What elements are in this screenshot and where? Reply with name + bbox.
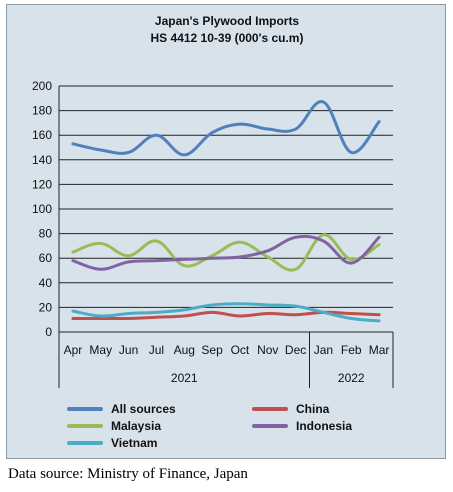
legend-label: Indonesia <box>296 419 353 433</box>
y-tick-label: 160 <box>32 128 52 142</box>
line-chart: 0 20 40 60 80 100 120 140 160 180 200 Apr May Jun Jul A… <box>32 79 394 388</box>
chart-frame: Japan's Plywood Imports HS 4412 10-39 (0… <box>6 4 446 459</box>
y-tick-label: 60 <box>39 251 53 265</box>
year-group-label: 2021 <box>171 371 198 385</box>
x-tick-label: Sep <box>201 343 223 357</box>
x-tick-label: May <box>89 343 112 357</box>
y-tick-label: 100 <box>32 202 52 216</box>
data-source-note: Data source: Ministry of Finance, Japan <box>8 466 248 482</box>
series-line-indonesia <box>71 234 381 271</box>
chart-title: Japan's Plywood Imports <box>154 14 300 28</box>
legend-item: Malaysia <box>67 419 161 433</box>
legend-swatch <box>252 424 288 428</box>
x-tick-label: Feb <box>341 343 362 357</box>
legend-item: Indonesia <box>252 419 352 433</box>
y-tick-label: 120 <box>32 177 52 191</box>
y-tick-label: 80 <box>39 227 53 241</box>
legend-label: All sources <box>111 402 176 416</box>
series-line-vietnam <box>71 302 381 323</box>
legend-label: Vietnam <box>111 436 158 450</box>
x-tick-label: Dec <box>285 343 306 357</box>
legend-swatch <box>67 424 103 428</box>
x-tick-label: Jun <box>119 343 138 357</box>
legend-swatch <box>67 407 103 411</box>
legend-item: China <box>252 402 329 416</box>
legend-swatch <box>252 407 288 411</box>
x-tick-label: Oct <box>231 343 250 357</box>
legend-label: Malaysia <box>111 419 162 433</box>
legend-item: All sources <box>67 402 176 416</box>
y-tick-label: 140 <box>32 153 52 167</box>
legend-label: China <box>296 402 330 416</box>
x-tick-label: Aug <box>174 343 195 357</box>
y-tick-label: 0 <box>45 325 52 339</box>
y-tick-label: 180 <box>32 104 52 118</box>
year-group-label: 2022 <box>338 371 365 385</box>
legend-swatch <box>67 441 103 445</box>
x-tick-label: Mar <box>369 343 390 357</box>
series-line-all-sources <box>71 100 381 157</box>
legend-item: Vietnam <box>67 436 157 450</box>
series-line-malaysia <box>71 233 381 272</box>
chart-subtitle: HS 4412 10-39 (000's cu.m) <box>150 31 304 45</box>
x-tick-label: Apr <box>64 343 83 357</box>
x-tick-label: Nov <box>257 343 278 357</box>
y-tick-label: 40 <box>39 276 53 290</box>
y-tick-label: 200 <box>32 79 52 93</box>
x-tick-label: Jul <box>149 343 164 357</box>
x-tick-label: Jan <box>314 343 333 357</box>
y-tick-label: 20 <box>39 300 53 314</box>
